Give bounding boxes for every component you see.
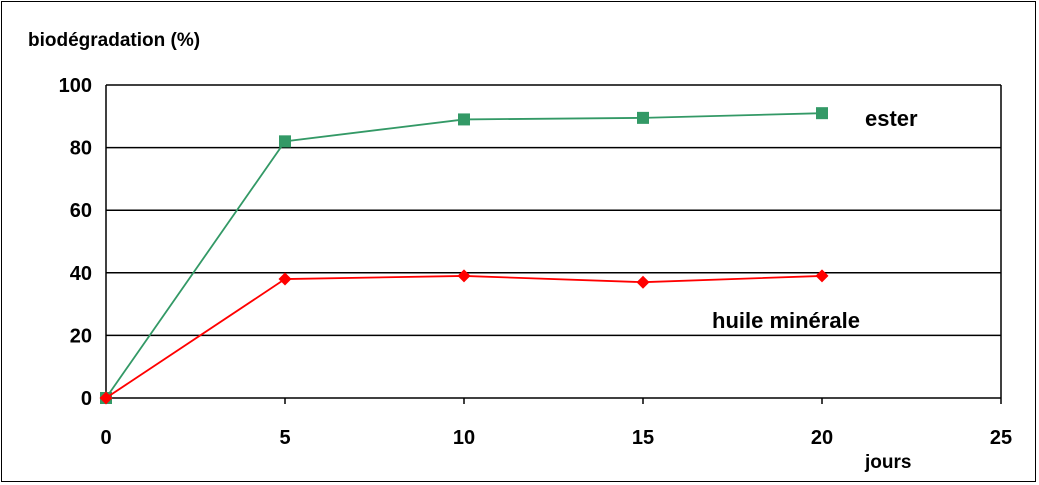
point-1-3 xyxy=(636,275,650,289)
series-line-1 xyxy=(105,275,823,399)
y-tick-label-0: 0 xyxy=(81,388,92,410)
series-label-ester: ester xyxy=(865,106,918,131)
x-tick-label-0: 0 xyxy=(100,427,111,449)
y-tick-label-100: 100 xyxy=(59,75,92,97)
x-tick-label-5: 5 xyxy=(279,427,290,449)
point-0-1 xyxy=(279,135,291,148)
x-tick-label-15: 15 xyxy=(632,427,654,449)
point-0-4 xyxy=(816,107,828,120)
grid-lines xyxy=(106,84,1001,399)
x-tick-label-25: 25 xyxy=(990,427,1012,449)
point-1-2 xyxy=(457,269,471,283)
y-tick-label-20: 20 xyxy=(70,325,92,347)
point-0-2 xyxy=(458,113,470,126)
x-tick-label-20: 20 xyxy=(811,427,833,449)
y-tick-label-60: 60 xyxy=(70,200,92,222)
tick-labels: 0 20 40 60 80 100 0 5 10 15 20 25 xyxy=(59,75,1013,449)
y-tick-label-40: 40 xyxy=(70,263,92,285)
series-group xyxy=(99,107,829,405)
y-tick-label-80: 80 xyxy=(70,138,92,160)
point-1-4 xyxy=(815,269,829,283)
series-label-huile-minerale: huile minérale xyxy=(712,308,860,333)
y-axis-label: biodégradation (%) xyxy=(28,30,200,51)
series-line-0 xyxy=(105,112,823,399)
x-tick-label-10: 10 xyxy=(453,427,475,449)
point-1-0 xyxy=(99,391,113,405)
point-0-3 xyxy=(637,111,649,124)
x-axis-label: jours xyxy=(864,452,911,473)
axes xyxy=(105,85,1002,404)
point-1-1 xyxy=(278,272,292,286)
